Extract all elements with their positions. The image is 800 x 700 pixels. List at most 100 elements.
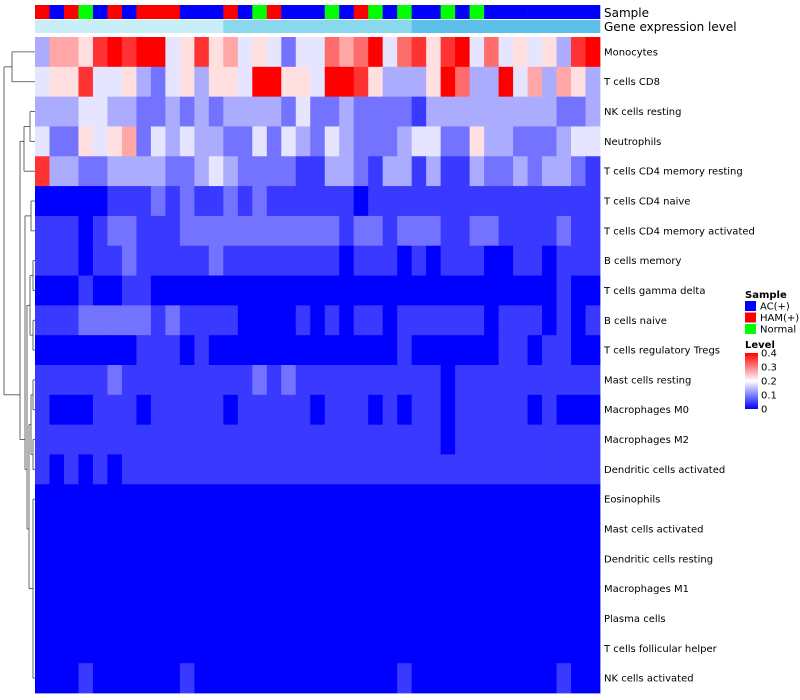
heatmap-cell [92, 156, 108, 187]
heatmap-cell [571, 305, 586, 336]
heatmap-cell [49, 215, 65, 247]
heatmap-cell [121, 573, 137, 604]
heatmap-cell [469, 543, 485, 575]
heatmap-cell [455, 484, 471, 515]
heatmap-cell [368, 394, 384, 426]
heatmap-cell [266, 424, 282, 455]
heatmap-cell [78, 633, 94, 664]
heatmap-cell [542, 424, 557, 455]
heatmap-cell [498, 275, 514, 306]
heatmap-cell [121, 186, 137, 217]
heatmap-cell [469, 365, 485, 396]
heatmap-cell [223, 126, 239, 157]
heatmap-cells [35, 37, 601, 694]
heatmap-cell [513, 305, 528, 336]
heatmap-cell [237, 484, 253, 515]
heatmap-cell [252, 663, 268, 694]
heatmap-cell [585, 514, 601, 545]
heatmap-cell [63, 484, 79, 515]
heatmap-cell [440, 66, 456, 98]
heatmap-cell [353, 514, 369, 545]
heatmap-cell [35, 514, 50, 545]
heatmap-cell [92, 543, 108, 575]
heatmap-cell [136, 663, 152, 694]
heatmap-cell [397, 603, 413, 634]
heatmap-cell [136, 156, 152, 187]
heatmap-cell [498, 305, 514, 336]
heatmap-cell [339, 275, 355, 306]
heatmap-cell [585, 245, 601, 276]
expression-annotation-cell [397, 20, 412, 33]
heatmap-cell [252, 66, 268, 98]
heatmap-cell [208, 126, 224, 157]
heatmap-cell [92, 454, 108, 485]
heatmap-cell [49, 454, 65, 485]
heatmap-cell [49, 543, 65, 575]
heatmap-cell [194, 186, 210, 217]
sample-annotation-cell [35, 5, 50, 19]
heatmap-cell [469, 66, 485, 98]
expression-annotation-cell [107, 20, 123, 33]
heatmap-cell [324, 126, 340, 157]
sample-annotation-cell [498, 5, 514, 19]
heatmap-cell [194, 275, 210, 306]
heatmap-cell [179, 573, 195, 604]
heatmap-cell [353, 484, 369, 515]
heatmap-cell [585, 573, 601, 604]
heatmap-cell [252, 633, 268, 664]
heatmap-cell [121, 37, 137, 68]
heatmap-cell [469, 156, 485, 187]
heatmap-cell [368, 96, 384, 127]
heatmap-cell [513, 543, 528, 575]
heatmap-cell [455, 96, 471, 127]
heatmap-cell [440, 156, 456, 187]
heatmap-cell [194, 37, 210, 68]
heatmap-cell [455, 633, 471, 664]
heatmap-cell [121, 126, 137, 157]
sample-annotation-cell [310, 5, 326, 19]
heatmap-cell [107, 335, 123, 366]
heatmap-cell [107, 275, 123, 306]
heatmap-cell [237, 275, 253, 306]
heatmap-cell [107, 663, 123, 694]
heatmap-cell [397, 126, 413, 157]
sample-annotation-cell [542, 5, 557, 19]
heatmap-cell [339, 514, 355, 545]
heatmap-cell [295, 126, 311, 157]
heatmap-cell [353, 365, 369, 396]
heatmap-cell [397, 424, 413, 455]
heatmap-cell [426, 215, 442, 247]
heatmap-cell [382, 633, 398, 664]
heatmap-cell [266, 37, 282, 68]
heatmap-cell [382, 603, 398, 634]
heatmap-cell [63, 305, 79, 336]
heatmap-cell [426, 245, 442, 276]
heatmap-cell [223, 543, 239, 575]
heatmap-cell [411, 573, 427, 604]
heatmap-cell [382, 305, 398, 336]
heatmap-cell [136, 186, 152, 217]
row-label: Dendritic cells activated [604, 465, 725, 476]
heatmap-cell [63, 126, 79, 157]
heatmap-cell [237, 365, 253, 396]
heatmap-cell [266, 365, 282, 396]
heatmap-cell [165, 156, 181, 187]
heatmap-cell [527, 424, 543, 455]
heatmap-cell [382, 335, 398, 366]
heatmap-cell [63, 156, 79, 187]
heatmap-cell [353, 66, 369, 98]
heatmap-cell [107, 156, 123, 187]
heatmap-cell [295, 365, 311, 396]
heatmap-cell [78, 424, 94, 455]
heatmap-cell [136, 573, 152, 604]
heatmap-cell [194, 394, 210, 426]
heatmap-cell [426, 186, 442, 217]
heatmap-cell [266, 543, 282, 575]
heatmap-cell [208, 543, 224, 575]
heatmap-cell [397, 96, 413, 127]
heatmap-cell [179, 305, 195, 336]
heatmap-cell [397, 275, 413, 306]
heatmap-cell [107, 186, 123, 217]
heatmap-cell [121, 275, 137, 306]
heatmap-cell [527, 215, 543, 247]
